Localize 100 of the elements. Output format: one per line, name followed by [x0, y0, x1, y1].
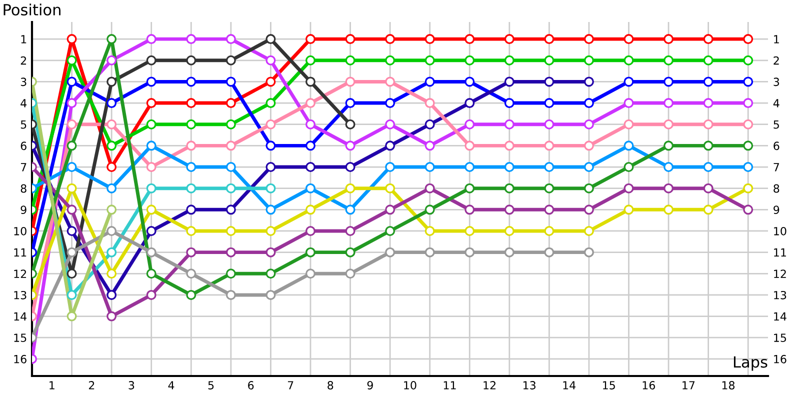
- point: [544, 204, 554, 215]
- point: [703, 162, 714, 172]
- point: [226, 226, 236, 236]
- point: [266, 98, 276, 108]
- point: [424, 204, 435, 215]
- x-tick-label: 1: [50, 381, 54, 390]
- point: [186, 34, 196, 44]
- x-tick-label: 4: [168, 381, 174, 390]
- x-tick-label: 3: [128, 381, 134, 390]
- point: [226, 98, 236, 108]
- point: [624, 76, 634, 87]
- point: [544, 55, 554, 66]
- point: [266, 268, 276, 279]
- point: [504, 98, 514, 108]
- y-tick-label: 6: [20, 142, 26, 150]
- y-tick-label: 8: [20, 184, 26, 193]
- point: [305, 98, 316, 108]
- point: [146, 183, 156, 194]
- point: [66, 204, 77, 215]
- point: [584, 226, 594, 236]
- y-tick-label: 3: [20, 78, 26, 86]
- point: [305, 34, 316, 44]
- point: [66, 34, 77, 44]
- point: [266, 183, 276, 194]
- y-tick-label: 13: [14, 290, 26, 300]
- point: [305, 226, 316, 236]
- point: [703, 98, 714, 108]
- point: [624, 98, 634, 108]
- point: [345, 183, 356, 194]
- point: [664, 76, 674, 87]
- point: [106, 119, 117, 130]
- point: [345, 55, 356, 66]
- point: [624, 34, 634, 44]
- point: [66, 268, 77, 279]
- point: [424, 55, 435, 66]
- y2-tick-label: 9: [774, 206, 780, 214]
- point: [624, 183, 634, 194]
- point: [584, 34, 594, 44]
- point: [424, 119, 435, 130]
- point: [743, 204, 754, 215]
- point: [584, 140, 594, 151]
- point: [385, 98, 396, 108]
- point: [664, 140, 674, 151]
- point: [106, 311, 117, 322]
- point: [186, 204, 196, 215]
- point: [226, 55, 236, 66]
- x-axis-title: Laps: [734, 356, 768, 371]
- point: [424, 162, 435, 172]
- point: [305, 183, 316, 194]
- point: [345, 268, 356, 279]
- point: [385, 183, 396, 194]
- point: [743, 183, 754, 194]
- point: [743, 162, 754, 172]
- point: [66, 311, 77, 322]
- y-tick-label: 7: [20, 163, 26, 172]
- point: [544, 247, 554, 258]
- x-tick-label: 17: [682, 381, 695, 390]
- point: [146, 162, 156, 172]
- point: [226, 290, 236, 300]
- point: [504, 34, 514, 44]
- point: [464, 226, 475, 236]
- point: [664, 119, 674, 130]
- y2-tick-label: 5: [774, 120, 779, 129]
- point: [106, 140, 117, 151]
- point: [305, 268, 316, 279]
- point: [226, 268, 236, 279]
- point: [624, 162, 634, 172]
- point: [106, 34, 117, 44]
- point: [106, 76, 117, 87]
- point: [584, 204, 594, 215]
- point: [345, 162, 356, 172]
- y2-tick-label: 6: [774, 142, 780, 150]
- point: [504, 162, 514, 172]
- point: [266, 119, 276, 130]
- y-tick-label: 14: [14, 312, 27, 321]
- point: [664, 162, 674, 172]
- point: [186, 268, 196, 279]
- point: [464, 162, 475, 172]
- point: [146, 247, 156, 258]
- point: [146, 76, 156, 87]
- point: [146, 98, 156, 108]
- x-tick-label: 6: [248, 381, 254, 390]
- point: [66, 55, 77, 66]
- point: [66, 290, 77, 300]
- point: [226, 119, 236, 130]
- point: [424, 76, 435, 87]
- y2-tick-label: 12: [774, 270, 786, 278]
- point: [464, 247, 475, 258]
- point: [345, 226, 356, 236]
- point: [226, 34, 236, 44]
- x-tick-label: 14: [563, 381, 576, 390]
- point: [584, 162, 594, 172]
- point: [624, 55, 634, 66]
- point: [664, 98, 674, 108]
- point: [703, 140, 714, 151]
- point: [504, 140, 514, 151]
- point: [464, 55, 475, 66]
- point: [66, 98, 77, 108]
- point: [385, 162, 396, 172]
- point: [106, 247, 117, 258]
